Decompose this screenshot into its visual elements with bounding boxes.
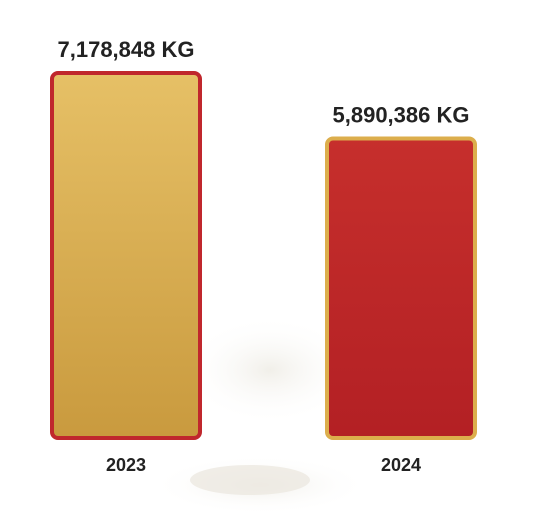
value-label: 5,890,386 KG <box>333 102 470 127</box>
x-tick-label: 2024 <box>381 455 421 475</box>
value-label: 7,178,848 KG <box>58 37 195 62</box>
x-tick-label: 2023 <box>106 455 146 475</box>
rice-decoration <box>150 315 370 515</box>
bar <box>325 136 477 440</box>
bar <box>50 71 202 440</box>
